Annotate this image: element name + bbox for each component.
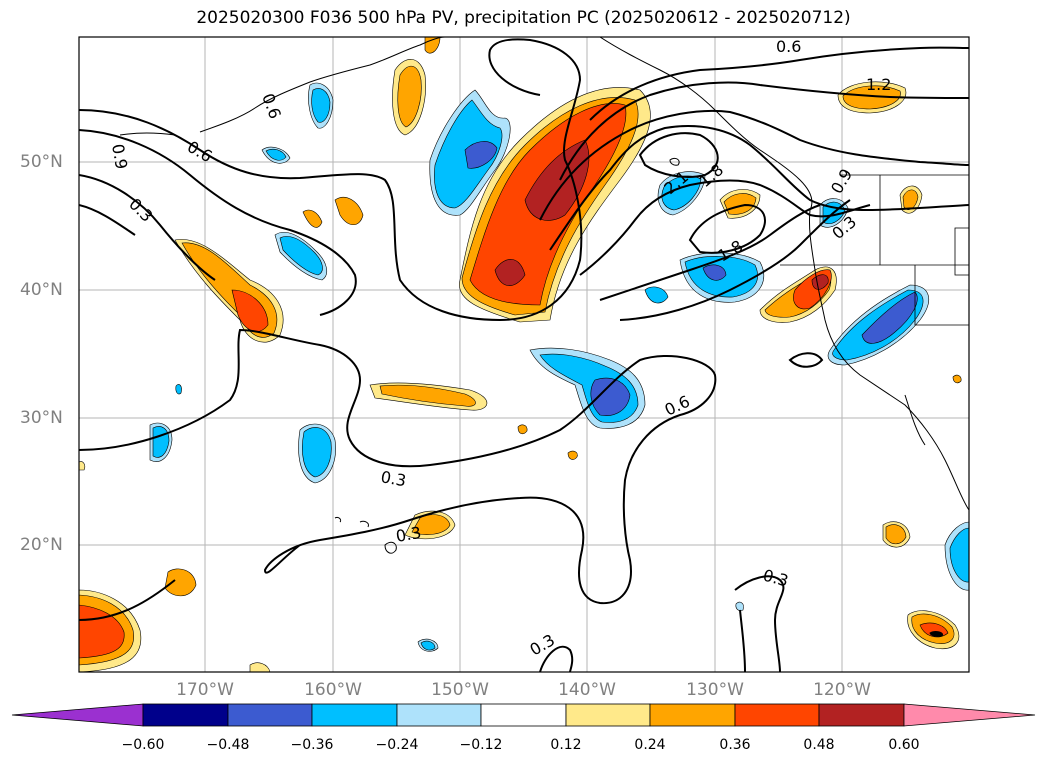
colorbar-tick-label: −0.24: [375, 737, 419, 753]
lat-label: 30°N: [20, 408, 63, 428]
contour-label: 1.2: [866, 75, 891, 94]
lon-label: 130°W: [686, 680, 744, 700]
colorbar-tick-label: 0.12: [550, 737, 582, 753]
colorbar-tick-label: −0.36: [290, 737, 334, 753]
colorbar-segment: [649, 703, 736, 727]
lon-label: 150°W: [431, 680, 489, 700]
colorbar-tick-label: 0.60: [888, 737, 920, 753]
lat-label: 20°N: [20, 535, 63, 555]
map-title: 2025020300 F036 500 hPa PV, precipitatio…: [196, 8, 851, 28]
coastlines: [119, 37, 969, 637]
colorbar: [11, 703, 1036, 727]
colorbar-segment: [311, 703, 398, 727]
colorbar-tick-label: 0.48: [803, 737, 835, 753]
colorbar-tick-label: −0.12: [459, 737, 503, 753]
colorbar-segment: [227, 703, 313, 727]
lon-label: 170°W: [176, 680, 234, 700]
colorbar-extend-high: [903, 703, 1036, 727]
lat-label: 50°N: [20, 152, 63, 172]
contour-label: 0.9: [108, 142, 131, 170]
lon-label: 120°W: [813, 680, 871, 700]
colorbar-tick-label: 0.36: [719, 737, 751, 753]
contour-label: 0.3: [379, 467, 407, 490]
colorbar-segment: [396, 703, 482, 727]
colorbar-tick-label: −0.48: [206, 737, 250, 753]
pv-contours: [79, 38, 969, 672]
colorbar-segment: [480, 703, 567, 727]
colorbar-segment: [142, 703, 229, 727]
colorbar-extend-low: [11, 703, 144, 727]
precip-negative-anomalies: [149, 82, 969, 652]
colorbar-tick-label: −0.60: [121, 737, 165, 753]
contour-label: 0.6: [776, 37, 801, 56]
colorbar-segment: [818, 703, 905, 727]
colorbar-tick-label: 0.24: [634, 737, 666, 753]
lon-label: 140°W: [558, 680, 616, 700]
colorbar-segment: [734, 703, 820, 727]
contour-label: 0.3: [394, 523, 422, 546]
lat-label: 40°N: [20, 280, 63, 300]
map-frame: [78, 36, 970, 673]
lon-label: 160°W: [304, 680, 362, 700]
precip-positive-anomalies: [79, 37, 962, 672]
colorbar-segment: [565, 703, 651, 727]
